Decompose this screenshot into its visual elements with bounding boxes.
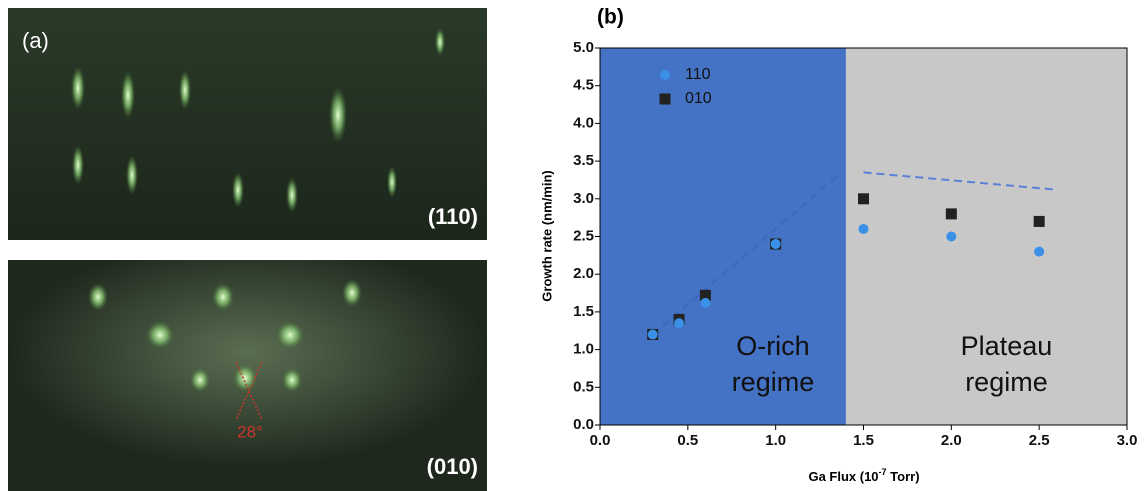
y-tick-label: 3.5 <box>573 152 594 169</box>
x-axis-title-sup: -7 <box>879 467 887 477</box>
y-tick-label: 4.5 <box>573 77 594 94</box>
circle-marker <box>700 297 711 308</box>
square-marker <box>699 289 711 301</box>
panel-label: (b) <box>597 6 624 29</box>
y-tick-label: 2.5 <box>573 227 594 244</box>
circle-marker <box>858 223 869 234</box>
y-tick-label: 2.0 <box>573 265 594 282</box>
x-axis-title-part: Ga Flux (10 <box>808 469 878 484</box>
square-marker <box>858 193 869 205</box>
spots-010 <box>88 279 362 392</box>
regime-label: Plateau <box>961 331 1053 361</box>
image-label: (010) <box>427 454 478 479</box>
fit-line <box>652 175 838 336</box>
circle-marker <box>674 318 685 329</box>
circle-marker <box>770 239 781 250</box>
panel-label: (a) <box>22 28 49 53</box>
y-tick-label: 5.0 <box>573 39 594 56</box>
streaks-110 <box>71 28 445 213</box>
y-tick-label: 0.5 <box>573 378 594 395</box>
y-tick-label: 0.0 <box>573 416 594 433</box>
regime-region <box>600 48 846 425</box>
regime-label: O-rich <box>736 331 810 361</box>
angle-lines <box>235 361 263 421</box>
image-label: (110) <box>428 204 478 229</box>
square-marker <box>659 93 671 105</box>
fit-line <box>863 171 1057 191</box>
square-marker <box>1033 215 1045 227</box>
rheed-images: (a) (110) (010) 28° <box>8 8 487 491</box>
square-marker <box>945 208 957 220</box>
x-tick-label: 2.0 <box>941 432 962 449</box>
regime-label: regime <box>965 367 1048 397</box>
x-tick-label: 1.0 <box>765 432 786 449</box>
image-110 <box>8 8 487 240</box>
regime-region <box>845 48 1127 425</box>
regime-label: regime <box>732 367 815 397</box>
x-tick-label: 1.5 <box>853 432 874 449</box>
legend-label: 110 <box>685 66 711 83</box>
chart: (b) Growth rate (nm/min) Ga Flux (10-7 T… <box>539 6 919 485</box>
y-tick-label: 4.0 <box>573 114 594 131</box>
y-axis-title: Growth rate (nm/min) <box>539 170 554 301</box>
x-tick-label: 3.0 <box>1117 432 1138 449</box>
plot-frame <box>599 47 1128 426</box>
x-tick-label: 2.5 <box>1029 432 1050 449</box>
y-tick-label: 1.0 <box>573 341 594 358</box>
circle-marker <box>647 329 658 340</box>
x-axis-title: Ga Flux (10-7 Torr) <box>808 467 919 484</box>
x-tick-label: 0.5 <box>677 432 698 449</box>
circle-marker <box>946 231 957 242</box>
circle-marker <box>660 70 670 80</box>
legend-label: 010 <box>685 90 712 107</box>
x-axis-title-part: Torr) <box>887 469 920 484</box>
circle-marker <box>1034 246 1045 257</box>
angle-label: 28° <box>237 422 263 441</box>
y-tick-label: 3.0 <box>573 190 594 207</box>
y-tick-label: 1.5 <box>573 303 594 320</box>
x-tick-label: 0.0 <box>590 432 611 449</box>
